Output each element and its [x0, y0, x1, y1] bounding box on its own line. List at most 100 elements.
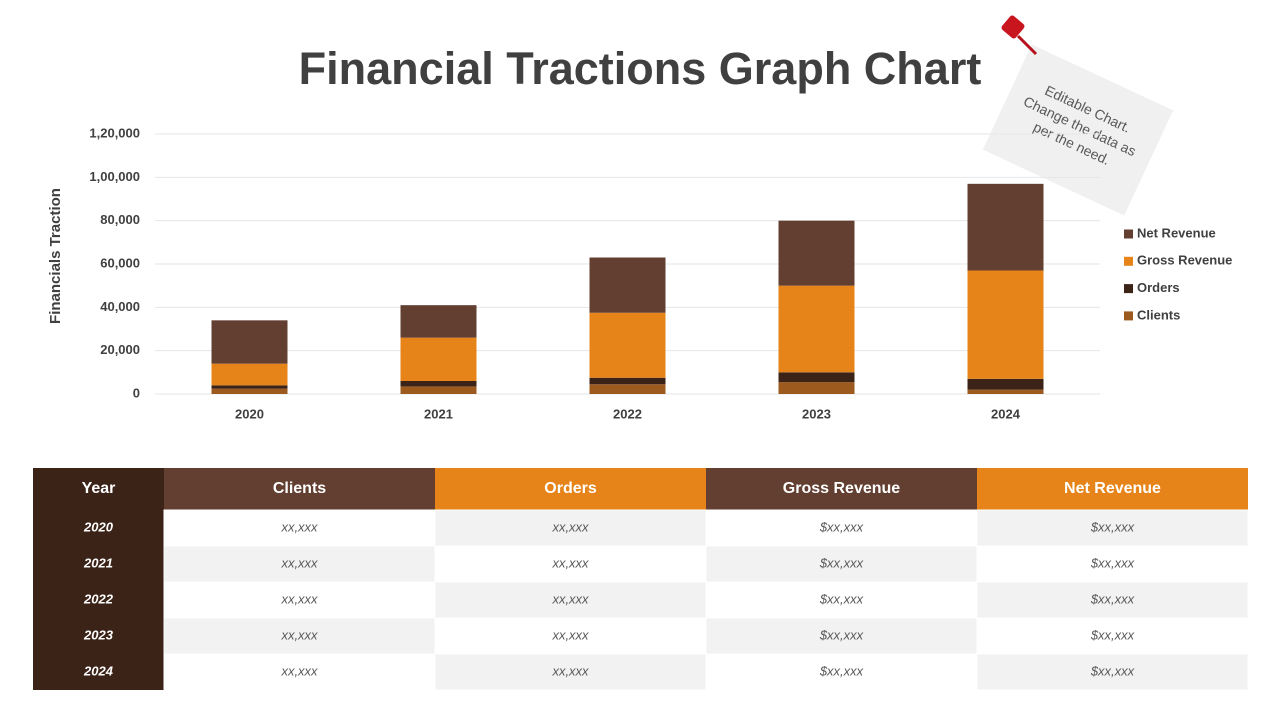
- cell-text: xx,xxx: [280, 555, 318, 570]
- y-tick-label: 0: [133, 385, 140, 400]
- cell-text: $xx,xxx: [819, 555, 864, 570]
- header-text: Net Revenue: [1064, 480, 1161, 497]
- header-cell: [164, 468, 435, 510]
- table-cell: [163, 653, 436, 691]
- note-paper: [982, 44, 1174, 216]
- y-tick-label: 40,000: [100, 299, 140, 314]
- table-cell: [705, 653, 978, 691]
- bar-segment: [211, 388, 288, 394]
- row-year: 2024: [83, 663, 114, 678]
- cell-text: $xx,xxx: [1090, 627, 1135, 642]
- bar-segment: [778, 285, 855, 373]
- table-cell: [705, 509, 978, 547]
- table-cell: [976, 581, 1249, 619]
- table-cell: [976, 545, 1249, 583]
- legend-label: Net Revenue: [1137, 225, 1216, 240]
- pin-needle: [1016, 34, 1038, 56]
- table-cell: [976, 509, 1249, 547]
- bar-segment: [211, 363, 288, 386]
- cell-text: $xx,xxx: [1090, 519, 1135, 534]
- table-cell: [434, 509, 707, 547]
- row-year: 2022: [83, 591, 114, 606]
- cell-text: $xx,xxx: [1090, 663, 1135, 678]
- legend-label: Orders: [1137, 280, 1180, 295]
- bar-segment: [967, 378, 1044, 390]
- legend-swatch: [1124, 284, 1133, 294]
- table-cell: [976, 617, 1249, 655]
- table-cell: [33, 618, 164, 654]
- y-tick-label: 1,20,000: [89, 125, 140, 140]
- x-tick-label: 2021: [424, 406, 453, 421]
- bar-segment: [589, 312, 666, 378]
- cell-text: xx,xxx: [551, 627, 589, 642]
- header-text: Gross Revenue: [783, 480, 900, 497]
- header-text: Year: [82, 480, 116, 497]
- cell-text: xx,xxx: [551, 555, 589, 570]
- bar-segment: [211, 320, 288, 364]
- table-cell: [163, 581, 436, 619]
- x-tick-label: 2024: [991, 406, 1021, 421]
- legend-label: Gross Revenue: [1137, 253, 1232, 268]
- cell-text: xx,xxx: [551, 663, 589, 678]
- bar-segment: [589, 384, 666, 394]
- table-cell: [976, 653, 1249, 691]
- bar-segment: [778, 382, 855, 394]
- cell-text: xx,xxx: [551, 519, 589, 534]
- table-cell: [705, 545, 978, 583]
- bar-segment: [589, 257, 666, 313]
- table-cell: [33, 654, 164, 690]
- header-cell: [977, 468, 1248, 510]
- x-tick-label: 2020: [235, 406, 264, 421]
- bar-segment: [967, 270, 1044, 379]
- header-cell: [435, 468, 706, 510]
- chart-title: Financial Tractions Graph Chart: [299, 43, 982, 94]
- bar-segment: [778, 372, 855, 383]
- pin: [1001, 15, 1038, 56]
- bar-segment: [400, 337, 477, 381]
- cell-text: xx,xxx: [280, 663, 318, 678]
- y-axis-label: Financials Traction: [47, 188, 64, 324]
- legend-swatch: [1124, 256, 1133, 266]
- bar-segment: [400, 381, 477, 387]
- legend-swatch: [1124, 229, 1133, 239]
- table-cell: [33, 510, 164, 546]
- table-cell: [434, 581, 707, 619]
- header-text: Clients: [273, 480, 326, 497]
- table-cell: [163, 617, 436, 655]
- legend-swatch: [1124, 311, 1133, 321]
- bar-segment: [589, 377, 666, 385]
- header-text: Orders: [544, 480, 597, 497]
- row-year: 2020: [83, 519, 114, 534]
- y-tick-label: 60,000: [100, 255, 140, 270]
- bar-segment: [778, 220, 855, 286]
- table-cell: [163, 545, 436, 583]
- table-cell: [434, 653, 707, 691]
- cell-text: xx,xxx: [280, 627, 318, 642]
- cell-text: xx,xxx: [280, 519, 318, 534]
- y-tick-label: 80,000: [100, 212, 140, 227]
- table-cell: [33, 546, 164, 582]
- legend-label: Clients: [1137, 307, 1180, 322]
- x-tick-label: 2022: [613, 406, 642, 421]
- cell-text: $xx,xxx: [819, 519, 864, 534]
- bar-segment: [400, 386, 477, 394]
- table-cell: [33, 582, 164, 618]
- bar-segment: [967, 389, 1044, 394]
- row-year: 2023: [83, 627, 114, 642]
- cell-text: xx,xxx: [551, 591, 589, 606]
- cell-text: $xx,xxx: [819, 591, 864, 606]
- table-cell: [705, 617, 978, 655]
- header-cell: [706, 468, 977, 510]
- bar-segment: [400, 305, 477, 338]
- row-year: 2021: [83, 555, 113, 570]
- table-cell: [434, 545, 707, 583]
- pin-head: [1001, 15, 1025, 39]
- header-cell: [33, 468, 164, 510]
- cell-text: $xx,xxx: [1090, 591, 1135, 606]
- y-tick-label: 20,000: [100, 342, 140, 357]
- cell-text: xx,xxx: [280, 591, 318, 606]
- cell-text: $xx,xxx: [819, 627, 864, 642]
- cell-text: $xx,xxx: [819, 663, 864, 678]
